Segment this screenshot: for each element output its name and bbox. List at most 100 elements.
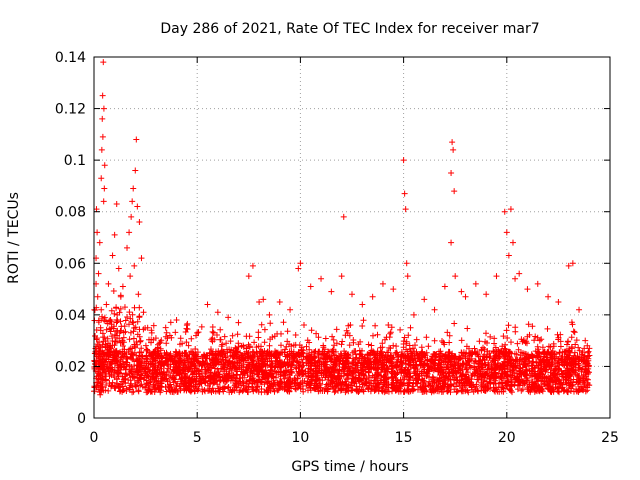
data-point xyxy=(507,206,514,213)
data-point xyxy=(111,231,118,238)
y-axis-label: ROTI / TECUs xyxy=(6,192,22,284)
data-point xyxy=(338,273,345,280)
data-point xyxy=(121,304,128,311)
data-point xyxy=(295,265,302,272)
data-point xyxy=(94,335,101,342)
data-point xyxy=(421,296,428,303)
data-point xyxy=(501,208,508,215)
y-tick-label: 0.06 xyxy=(55,256,86,272)
x-tick-label: 5 xyxy=(193,430,202,446)
data-point xyxy=(256,298,263,305)
x-tick-label: 15 xyxy=(395,430,413,446)
data-point xyxy=(582,337,589,344)
data-point xyxy=(194,329,201,336)
data-point xyxy=(140,309,147,316)
data-point xyxy=(148,329,155,336)
data-point xyxy=(225,314,232,321)
data-point xyxy=(401,190,408,197)
data-point xyxy=(451,188,458,195)
data-point xyxy=(109,252,116,259)
y-tick-label: 0.1 xyxy=(64,153,86,169)
data-point xyxy=(349,291,355,298)
tick-labels: 0 0.02 0.04 0.06 0.08 0.1 0.12 0.14 0 5 10 15 20 25 xyxy=(55,50,619,446)
data-point xyxy=(516,270,523,277)
data-point xyxy=(99,92,106,99)
data-point xyxy=(94,293,101,300)
data-points xyxy=(92,59,593,398)
data-point xyxy=(127,273,134,280)
data-point xyxy=(260,296,267,303)
data-point xyxy=(403,260,410,267)
data-point xyxy=(318,275,325,282)
data-point xyxy=(105,280,112,287)
data-point xyxy=(545,293,552,300)
data-point xyxy=(340,213,347,220)
data-point xyxy=(124,244,131,251)
chart-title: Day 286 of 2021, Rate Of TEC Index for r… xyxy=(160,21,539,37)
data-point xyxy=(509,239,516,246)
data-point xyxy=(369,293,376,300)
data-point xyxy=(379,280,386,287)
data-point xyxy=(92,360,99,367)
data-point xyxy=(95,368,102,375)
data-point xyxy=(98,146,105,153)
data-point xyxy=(131,262,138,269)
data-point xyxy=(99,115,106,122)
data-point xyxy=(98,175,105,182)
data-point xyxy=(245,273,252,280)
data-point xyxy=(512,275,519,282)
data-point xyxy=(276,298,283,305)
data-point xyxy=(100,353,107,360)
data-point xyxy=(493,273,500,280)
data-point xyxy=(126,229,133,236)
data-point xyxy=(135,291,142,298)
data-point xyxy=(390,286,397,293)
data-point xyxy=(97,391,104,398)
data-point xyxy=(96,347,103,354)
data-point xyxy=(103,301,110,308)
data-point xyxy=(569,260,576,267)
data-point xyxy=(100,59,107,66)
dense-data-band xyxy=(91,288,593,396)
x-tick-label: 0 xyxy=(90,430,99,446)
y-tick-label: 0.12 xyxy=(55,102,86,118)
data-point xyxy=(458,288,465,295)
data-point xyxy=(101,366,108,373)
y-tick-label: 0.04 xyxy=(55,308,86,324)
data-point xyxy=(441,283,448,290)
data-point xyxy=(359,301,366,308)
data-point xyxy=(266,311,273,318)
data-point xyxy=(462,293,469,300)
data-point xyxy=(94,229,101,236)
data-point xyxy=(133,136,140,143)
data-point xyxy=(183,322,190,329)
data-point xyxy=(483,291,490,298)
data-point xyxy=(400,157,407,164)
data-point xyxy=(449,139,456,146)
data-point xyxy=(524,286,531,293)
y-tick-label: 0.02 xyxy=(55,359,86,375)
data-point xyxy=(565,262,572,269)
data-point xyxy=(99,133,106,140)
data-point xyxy=(214,309,221,316)
data-point xyxy=(101,185,108,192)
data-point xyxy=(452,273,459,280)
data-point xyxy=(132,167,139,174)
data-point xyxy=(128,213,135,220)
data-point xyxy=(100,105,107,112)
data-point xyxy=(431,306,438,313)
data-point xyxy=(101,162,108,169)
data-point xyxy=(129,198,136,205)
data-point xyxy=(410,311,417,318)
y-tick-label: 0 xyxy=(77,411,86,427)
x-tick-label: 20 xyxy=(498,430,516,446)
data-point xyxy=(97,324,104,331)
data-point xyxy=(448,170,455,177)
data-point xyxy=(404,273,411,280)
data-point xyxy=(328,288,335,295)
data-point xyxy=(95,270,102,277)
data-point xyxy=(138,255,145,262)
data-point xyxy=(287,306,294,313)
data-point xyxy=(117,293,124,300)
